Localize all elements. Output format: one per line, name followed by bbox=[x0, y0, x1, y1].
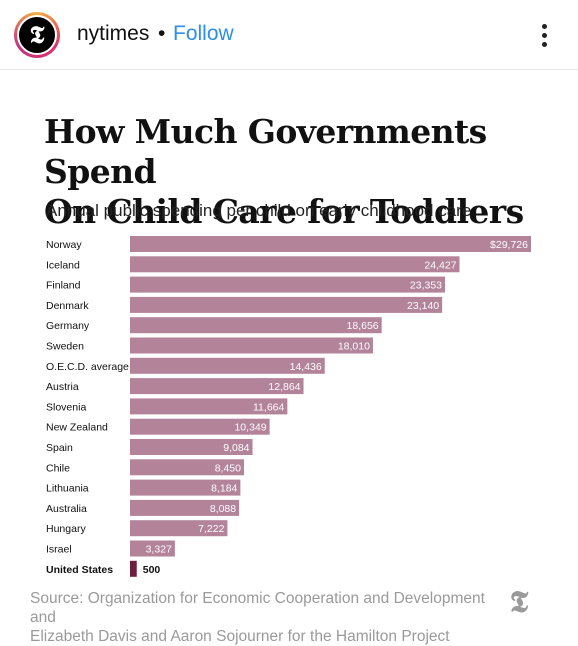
bar-chile bbox=[130, 459, 244, 476]
source-note: Source: Organization for Economic Cooper… bbox=[30, 589, 500, 646]
chart-subtitle: Annual public spending per child on earl… bbox=[46, 201, 472, 220]
bar-new-zealand bbox=[130, 418, 270, 435]
category-label: Israel bbox=[46, 544, 72, 556]
bar-sweden bbox=[130, 337, 373, 354]
category-label: Lithuania bbox=[46, 483, 89, 495]
account-handle[interactable]: nytimes bbox=[77, 22, 150, 45]
category-label: New Zealand bbox=[46, 422, 108, 434]
follow-button[interactable]: Follow bbox=[173, 22, 234, 45]
category-label: Denmark bbox=[46, 300, 89, 312]
value-label: 8,450 bbox=[215, 462, 241, 474]
bar-lithuania bbox=[130, 479, 241, 496]
category-label: Germany bbox=[46, 320, 90, 332]
value-label: 14,436 bbox=[290, 361, 322, 373]
bar-hungary bbox=[130, 520, 228, 537]
bar-israel bbox=[130, 540, 175, 557]
category-label: Finland bbox=[46, 280, 81, 292]
bar-spain bbox=[130, 439, 253, 455]
value-label: 23,140 bbox=[407, 300, 439, 312]
separator-dot: • bbox=[158, 22, 166, 45]
bar-united-states bbox=[130, 560, 137, 577]
category-label: Australia bbox=[46, 503, 87, 515]
category-label: Sweden bbox=[46, 341, 84, 353]
value-label: 8,088 bbox=[210, 503, 236, 515]
bar-o-e-c-d-average bbox=[130, 357, 325, 374]
value-label: 8,184 bbox=[211, 483, 237, 495]
nyt-watermark-icon: 𝕿 bbox=[509, 585, 529, 620]
category-label: Hungary bbox=[46, 523, 86, 535]
post-header: 𝕿 nytimes • Follow bbox=[0, 0, 578, 70]
category-label: O.E.C.D. average bbox=[46, 361, 129, 373]
bar-germany bbox=[130, 317, 382, 334]
title-line-1: How Much Governments Spend bbox=[44, 112, 487, 191]
value-label: 500 bbox=[143, 564, 161, 576]
category-label: Spain bbox=[46, 442, 73, 454]
chart-title: How Much Governments Spend On Child Care… bbox=[44, 112, 564, 232]
bar-finland bbox=[130, 276, 446, 293]
category-label: Iceland bbox=[46, 259, 80, 271]
value-label: 18,010 bbox=[338, 341, 370, 353]
bar-austria bbox=[130, 378, 304, 395]
bar-slovenia bbox=[130, 398, 288, 415]
category-label: United States bbox=[46, 564, 113, 576]
value-label: 23,353 bbox=[410, 280, 442, 292]
title-line-2: On Child Care for Toddlers bbox=[44, 192, 524, 231]
category-label: Austria bbox=[46, 381, 79, 393]
value-label: 7,222 bbox=[198, 523, 224, 535]
category-label: Norway bbox=[46, 239, 82, 251]
value-label: 24,427 bbox=[424, 259, 456, 271]
category-label: Chile bbox=[46, 462, 70, 474]
bar-iceland bbox=[130, 256, 460, 273]
category-label: Slovenia bbox=[46, 401, 86, 413]
value-label: 3,327 bbox=[146, 544, 172, 556]
nyt-logo-icon: 𝕿 bbox=[17, 15, 57, 55]
value-label: 12,864 bbox=[268, 381, 300, 393]
profile-avatar[interactable]: 𝕿 bbox=[14, 12, 60, 58]
bar-norway bbox=[130, 236, 531, 252]
value-label: 11,664 bbox=[253, 401, 284, 413]
value-label: 9,084 bbox=[223, 442, 249, 454]
more-options-icon[interactable] bbox=[532, 20, 556, 52]
value-label: 10,349 bbox=[234, 422, 266, 434]
value-label: $29,726 bbox=[490, 239, 528, 251]
value-label: 18,656 bbox=[347, 320, 379, 332]
bar-denmark bbox=[130, 296, 443, 313]
bar-australia bbox=[130, 499, 240, 516]
source-line-1: Source: Organization for Economic Cooper… bbox=[30, 590, 485, 626]
source-line-2: Elizabeth Davis and Aaron Sojourner for … bbox=[30, 628, 450, 645]
